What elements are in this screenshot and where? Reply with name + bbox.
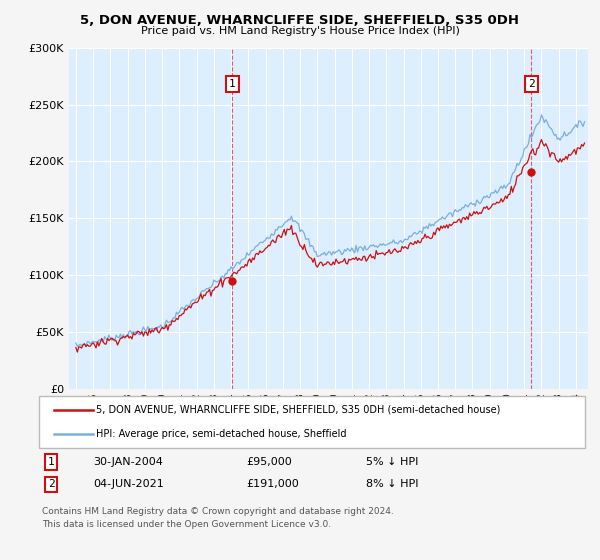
Text: 8% ↓ HPI: 8% ↓ HPI [366, 479, 419, 489]
Text: Contains HM Land Registry data © Crown copyright and database right 2024.: Contains HM Land Registry data © Crown c… [42, 507, 394, 516]
Text: 5, DON AVENUE, WHARNCLIFFE SIDE, SHEFFIELD, S35 0DH (semi-detached house): 5, DON AVENUE, WHARNCLIFFE SIDE, SHEFFIE… [96, 405, 500, 414]
Text: 5% ↓ HPI: 5% ↓ HPI [366, 457, 418, 467]
Text: 2: 2 [47, 479, 55, 489]
Text: 1: 1 [229, 79, 236, 89]
Text: 04-JUN-2021: 04-JUN-2021 [93, 479, 164, 489]
Text: HPI: Average price, semi-detached house, Sheffield: HPI: Average price, semi-detached house,… [96, 430, 347, 439]
Text: 2: 2 [528, 79, 535, 89]
Text: Price paid vs. HM Land Registry's House Price Index (HPI): Price paid vs. HM Land Registry's House … [140, 26, 460, 36]
Text: This data is licensed under the Open Government Licence v3.0.: This data is licensed under the Open Gov… [42, 520, 331, 529]
Text: 30-JAN-2004: 30-JAN-2004 [93, 457, 163, 467]
Text: £95,000: £95,000 [246, 457, 292, 467]
Text: £191,000: £191,000 [246, 479, 299, 489]
Text: 1: 1 [47, 457, 55, 467]
Text: 5, DON AVENUE, WHARNCLIFFE SIDE, SHEFFIELD, S35 0DH: 5, DON AVENUE, WHARNCLIFFE SIDE, SHEFFIE… [80, 14, 520, 27]
